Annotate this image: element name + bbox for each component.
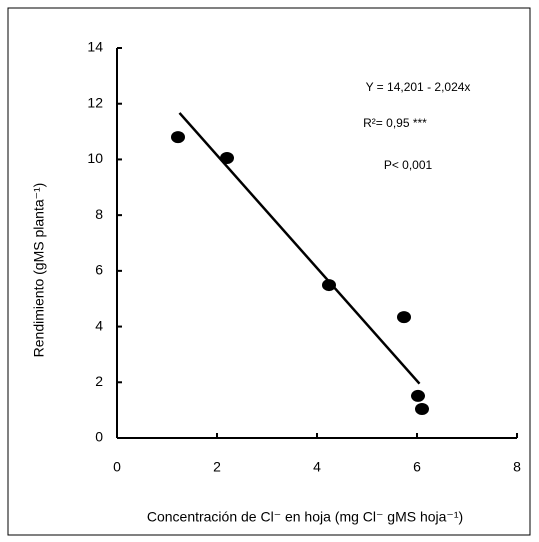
data-point xyxy=(411,389,425,402)
equation: Y = 14,201 - 2,024x xyxy=(366,80,471,94)
y-tick-label: 12 xyxy=(87,94,103,110)
y-tick-label: 8 xyxy=(95,206,103,222)
y-tick-label: 6 xyxy=(95,262,103,278)
data-point xyxy=(415,403,429,416)
r-squared: R²= 0,95 *** xyxy=(363,116,427,130)
fit-line xyxy=(178,112,421,385)
y-tick-label: 4 xyxy=(95,317,103,333)
y-axis-label: Rendimiento (gMS planta⁻¹) xyxy=(31,183,47,358)
x-tick-label: 4 xyxy=(313,459,321,475)
data-point xyxy=(397,311,411,324)
x-axis-label: Concentración de Cl⁻ en hoja (mg Cl⁻ gMS… xyxy=(147,509,463,525)
x-tick-label: 6 xyxy=(413,459,421,475)
p-value: P< 0,001 xyxy=(384,158,433,172)
data-point xyxy=(220,152,234,165)
y-tick-label: 2 xyxy=(95,373,103,389)
data-point xyxy=(322,279,336,292)
y-tick-label: 10 xyxy=(87,150,103,166)
frame xyxy=(7,7,531,536)
y-tick-label: 14 xyxy=(87,39,103,55)
data-point xyxy=(171,131,185,144)
x-tick-label: 0 xyxy=(113,459,121,475)
x-tick-label: 8 xyxy=(513,459,521,475)
y-tick-label: 0 xyxy=(95,429,103,445)
x-tick-label: 2 xyxy=(213,459,221,475)
